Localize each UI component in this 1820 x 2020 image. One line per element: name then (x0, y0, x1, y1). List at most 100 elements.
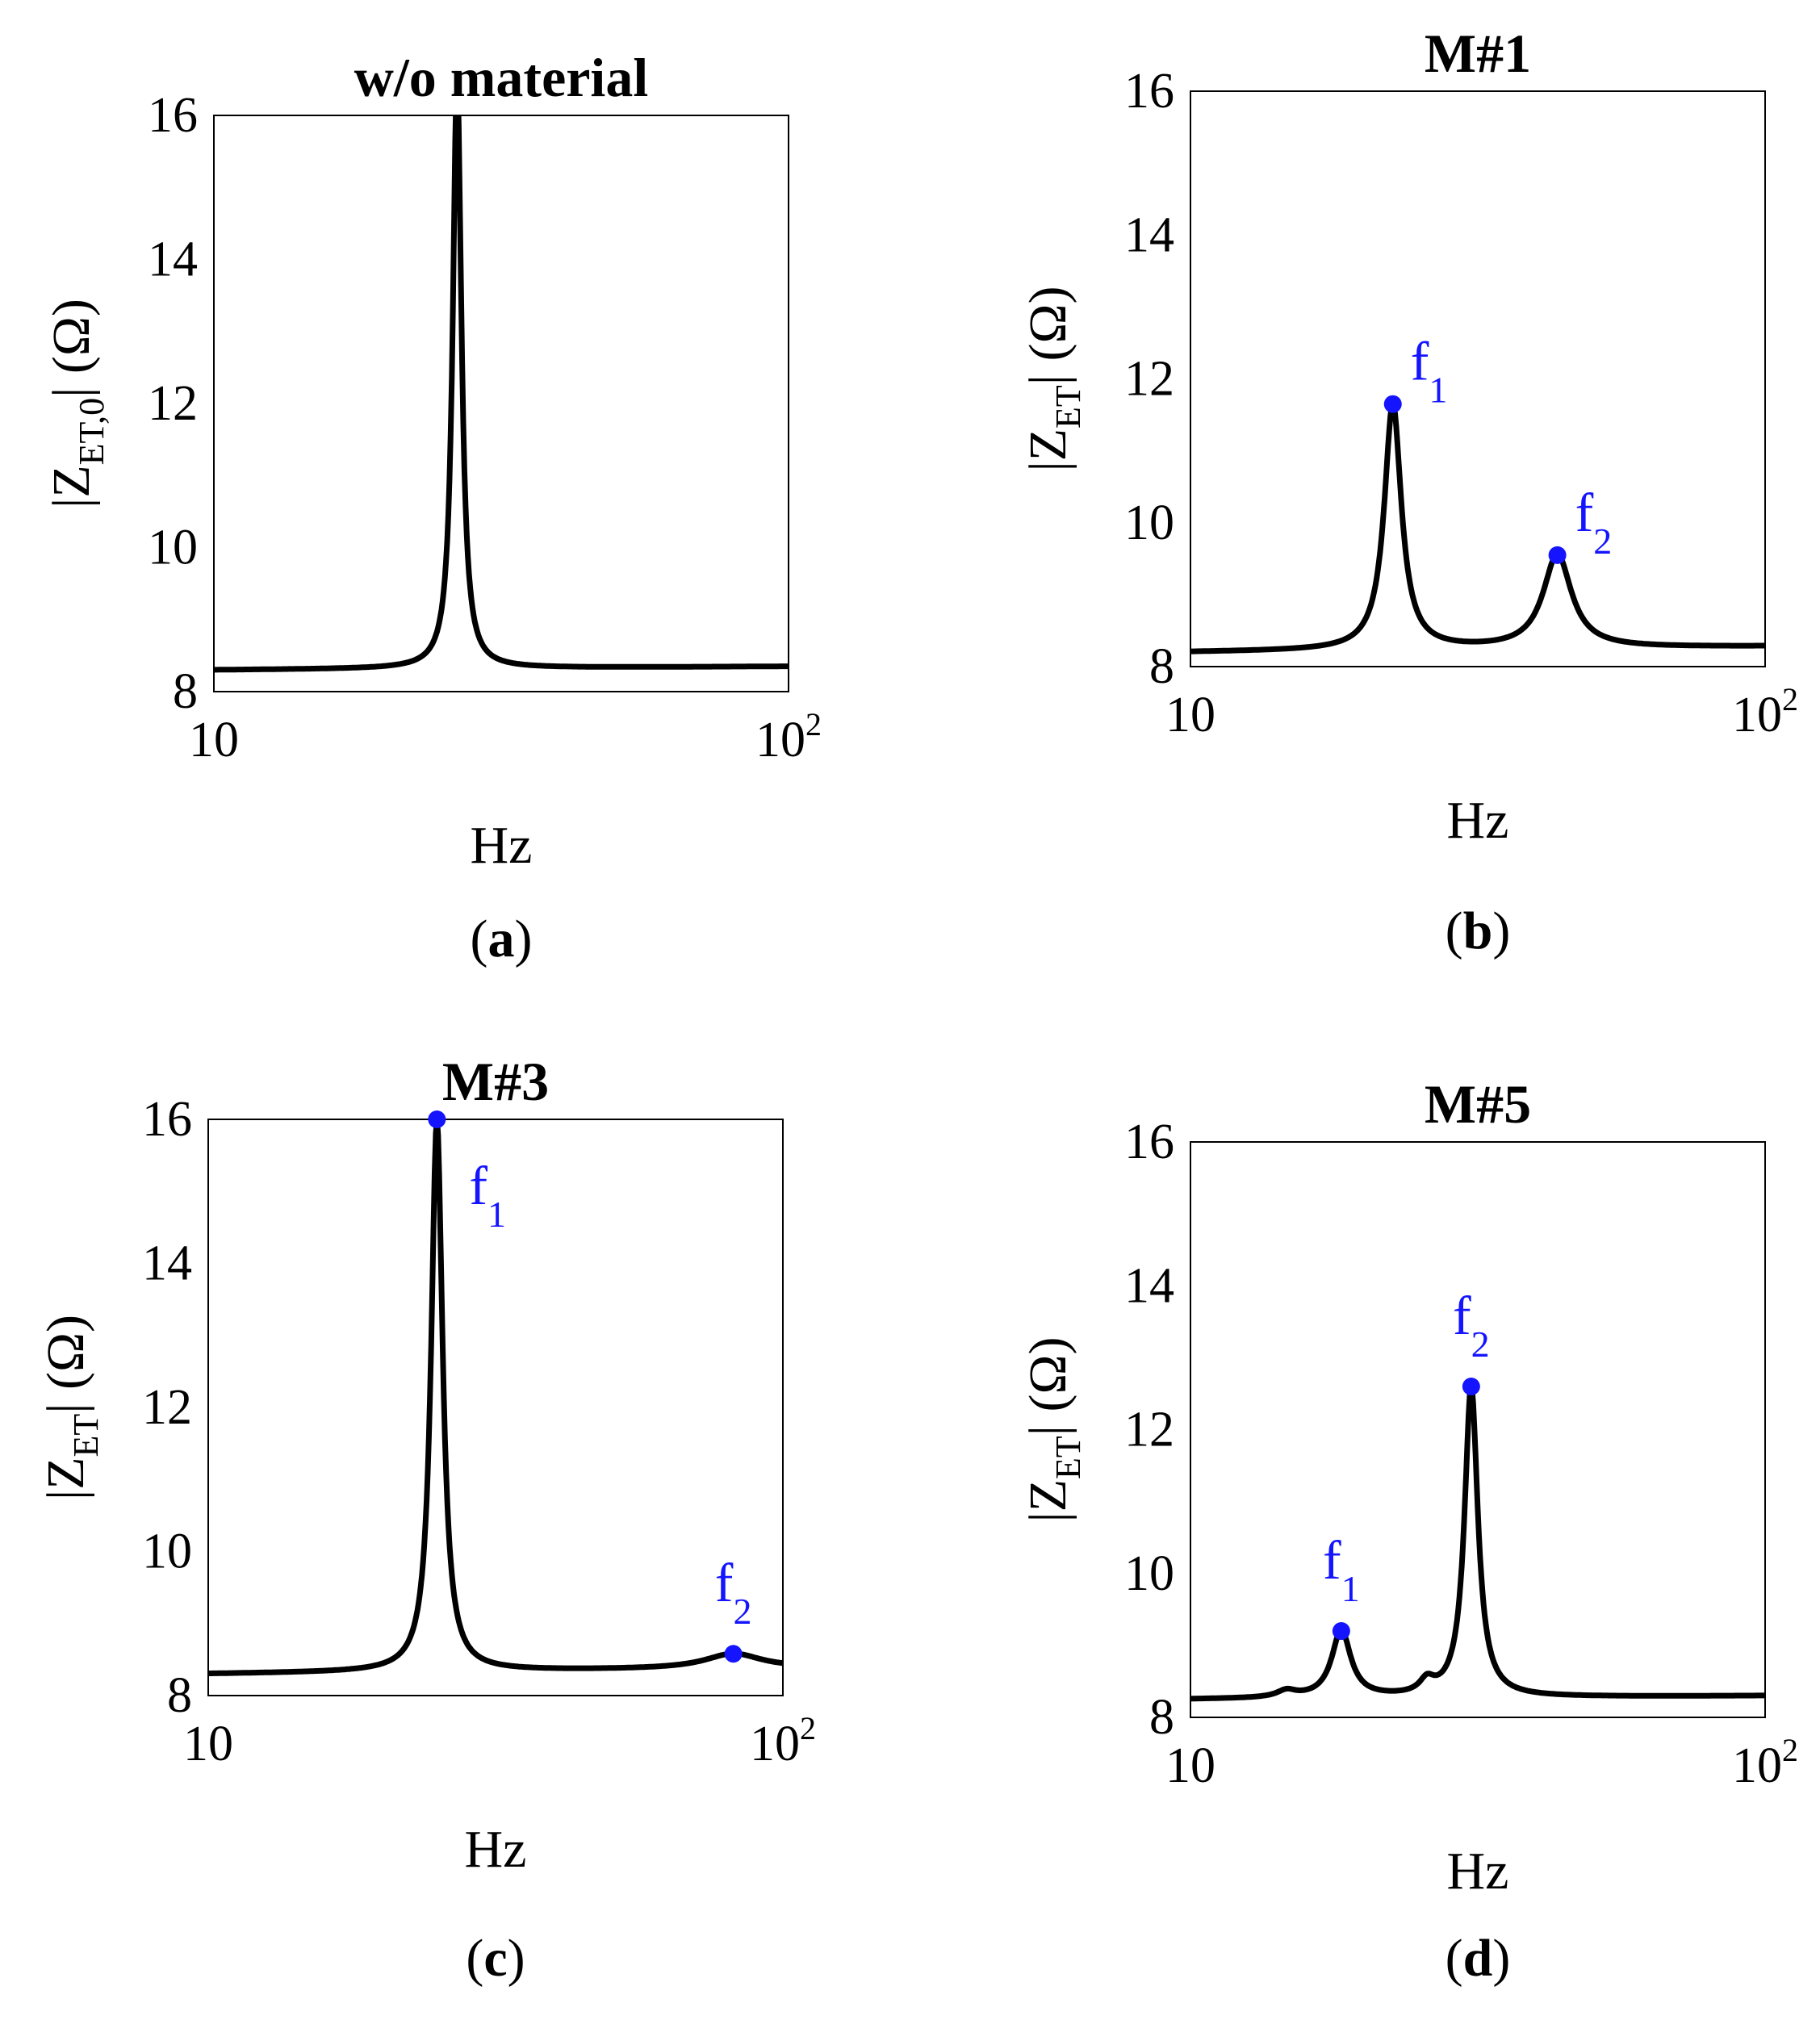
y-tick-label: 16 (1124, 1115, 1174, 1169)
x-axis-label: Hz (471, 816, 533, 875)
peak-label-subscript: 1 (487, 1194, 506, 1235)
plot-frame (207, 1119, 784, 1696)
x-axis-label: Hz (1447, 791, 1509, 850)
y-tick-label: 14 (1124, 1258, 1174, 1313)
x-tick-base: 10 (750, 1717, 800, 1771)
peak-label-f1: f1 (469, 1155, 506, 1235)
impedance-curve (214, 115, 789, 673)
y-tick-label: 10 (1124, 496, 1174, 550)
x-tick-label: 10 (1165, 688, 1215, 742)
chart-title: M#5 (1425, 1073, 1531, 1135)
panel-letter: c (483, 1929, 507, 1988)
x-tick-label: 10 (189, 713, 239, 767)
peak-marker-f1 (1383, 395, 1402, 413)
impedance-curve (208, 1119, 783, 1676)
peak-label-base: f (715, 1552, 734, 1613)
x-tick-label: 10 (1165, 1738, 1215, 1793)
y-tick-label: 14 (142, 1236, 192, 1291)
y-label-tail: | (Ω) (42, 299, 101, 398)
y-tick-label: 8 (167, 1668, 192, 1723)
peak-label-f2: f2 (1453, 1285, 1490, 1365)
y-tick-label: 14 (148, 232, 198, 287)
y-axis-label: |ZET,0| (Ω) (42, 299, 111, 508)
y-label-tail: | (Ω) (1019, 286, 1077, 385)
peak-label-f1: f1 (1323, 1529, 1360, 1609)
y-axis-label: |ZET| (Ω) (1019, 1336, 1088, 1522)
x-axis-label: Hz (465, 1820, 527, 1879)
y-tick-label: 12 (142, 1380, 192, 1435)
peak-label-base: f (1411, 331, 1429, 392)
x-tick-label: 102 (755, 706, 822, 767)
x-tick-base: 10 (1732, 1738, 1782, 1793)
x-tick-label: 102 (750, 1710, 816, 1771)
y-tick-label: 14 (1124, 207, 1174, 262)
panel-letter: b (1463, 901, 1493, 960)
y-label-tail: | (Ω) (1019, 1336, 1077, 1436)
peak-marker-f2 (1462, 1378, 1480, 1396)
x-tick-label: 10 (183, 1717, 233, 1771)
x-tick-exponent: 2 (800, 1710, 816, 1746)
panel-letter: a (488, 910, 515, 968)
peak-label-subscript: 1 (1341, 1568, 1360, 1609)
y-tick-label: 12 (1124, 352, 1174, 407)
impedance-curve (1190, 1382, 1765, 1702)
peak-label-base: f (1575, 482, 1594, 543)
peak-label-subscript: 1 (1429, 370, 1447, 411)
peak-label-subscript: 2 (1593, 521, 1612, 562)
peak-label-base: f (1453, 1285, 1471, 1346)
y-tick-label: 8 (173, 664, 198, 719)
plot-frame (213, 115, 789, 692)
y-tick-label: 16 (142, 1092, 192, 1147)
y-tick-label: 12 (1124, 1403, 1174, 1457)
x-tick-base: 10 (755, 713, 805, 767)
y-tick-label: 16 (1124, 64, 1174, 119)
peak-marker-f2 (724, 1645, 743, 1663)
y-axis-label: |ZET| (Ω) (1019, 286, 1088, 471)
y-label-main: |Z (36, 1457, 95, 1500)
y-label-subscript: ET (66, 1414, 106, 1457)
x-tick-exponent: 2 (805, 706, 822, 742)
x-axis-label: Hz (1447, 1842, 1509, 1901)
panel-caption: (c) (466, 1929, 525, 1988)
peak-label-base: f (469, 1155, 487, 1216)
impedance-curve (1190, 400, 1765, 655)
y-label-subscript: ET (1048, 1436, 1088, 1479)
x-tick-label: 102 (1732, 681, 1798, 742)
x-tick-base: 10 (1732, 688, 1782, 742)
y-tick-label: 8 (1149, 1690, 1174, 1745)
peak-marker-f2 (1548, 546, 1567, 564)
chart-title: M#1 (1425, 23, 1531, 84)
y-label-subscript: ET (1048, 385, 1088, 429)
peak-label-subscript: 2 (1471, 1324, 1490, 1365)
x-tick-exponent: 2 (1782, 681, 1798, 717)
x-tick-exponent: 2 (1782, 1732, 1798, 1768)
peak-label-f2: f2 (715, 1552, 752, 1632)
chart-title: w/o material (354, 47, 648, 108)
y-label-tail: | (Ω) (36, 1315, 95, 1414)
peak-marker-f1 (428, 1110, 446, 1128)
peak-marker-f1 (1332, 1622, 1350, 1641)
chart-title: M#3 (442, 1051, 549, 1112)
y-label-main: |Z (1019, 429, 1077, 472)
y-tick-label: 10 (1124, 1546, 1174, 1601)
panel-letter: d (1463, 1929, 1493, 1988)
y-label-subscript: ET,0 (72, 398, 111, 466)
x-tick-label: 102 (1732, 1732, 1798, 1793)
y-tick-label: 16 (148, 88, 198, 143)
y-axis-label: |ZET| (Ω) (36, 1315, 106, 1500)
peak-label-f2: f2 (1575, 482, 1613, 562)
y-label-main: |Z (1019, 1479, 1077, 1523)
y-tick-label: 10 (142, 1524, 192, 1579)
peak-label-subscript: 2 (733, 1591, 751, 1632)
y-tick-label: 8 (1149, 639, 1174, 694)
plot-frame (1190, 90, 1766, 667)
peak-label-base: f (1323, 1529, 1341, 1591)
peak-label-f1: f1 (1411, 331, 1448, 411)
plot-frame (1190, 1141, 1766, 1718)
panel-caption: (d) (1446, 1929, 1511, 1988)
